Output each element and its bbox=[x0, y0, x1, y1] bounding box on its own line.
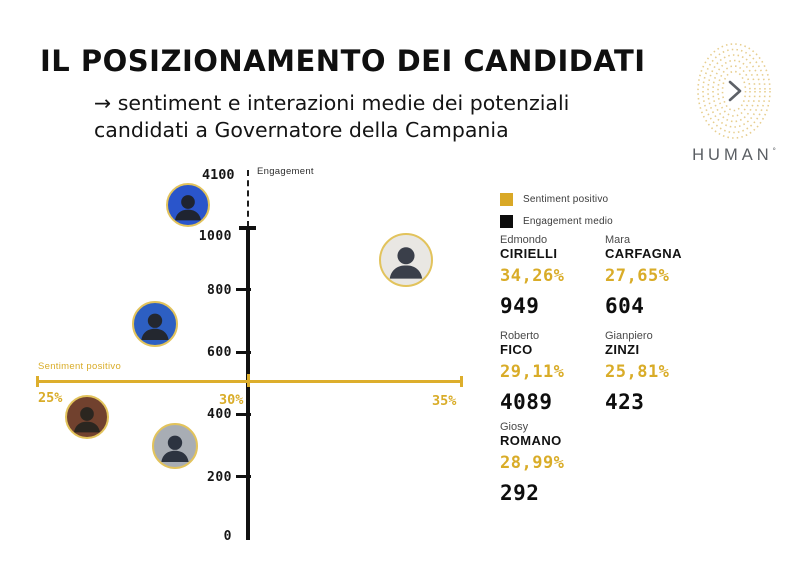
candidate-sentiment: 25,81% bbox=[605, 362, 670, 382]
y-tick-label-1000: 1000 bbox=[198, 229, 232, 244]
stat-card-carfagna: Mara CARFAGNA 27,65% 604 bbox=[605, 234, 705, 318]
candidate-last-name: ZINZI bbox=[605, 342, 640, 357]
x-tick-30 bbox=[247, 374, 250, 387]
candidate-last-name: CIRIELLI bbox=[500, 246, 558, 261]
y-tick-label-800: 800 bbox=[207, 283, 232, 298]
brand-name: HUMAN° bbox=[692, 146, 776, 164]
fingerprint-logo-icon bbox=[684, 42, 784, 144]
candidate-last-name: ROMANO bbox=[500, 433, 562, 448]
candidate-sentiment: 27,65% bbox=[605, 266, 670, 286]
engagement-swatch-icon bbox=[500, 215, 513, 228]
candidate-last-name: FICO bbox=[500, 342, 533, 357]
candidate-first-name: Mara bbox=[605, 234, 631, 246]
stat-card-fico: Roberto FICO 29,11% 4089 bbox=[500, 330, 600, 414]
y-tick-label-0: 0 bbox=[223, 529, 232, 544]
person-silhouette-icon bbox=[161, 435, 189, 462]
x-axis-line bbox=[37, 380, 463, 383]
candidate-first-name: Gianpiero bbox=[605, 330, 653, 342]
person-silhouette-icon bbox=[74, 407, 100, 433]
y-tick-label-400: 400 bbox=[207, 407, 232, 422]
candidate-sentiment: 34,26% bbox=[500, 266, 565, 286]
candidate-sentiment: 29,11% bbox=[500, 362, 565, 382]
avatar-giosy-romano bbox=[152, 423, 198, 469]
avatar-gianpiero-zinzi bbox=[65, 395, 109, 439]
sentiment-swatch-icon bbox=[500, 193, 513, 206]
page-title: IL POSIZIONAMENTO DEI CANDIDATI bbox=[40, 44, 646, 78]
candidate-engagement: 292 bbox=[500, 481, 540, 505]
x-tick-label-25: 25% bbox=[38, 390, 63, 406]
stat-card-cirielli: Edmondo CIRIELLI 34,26% 949 bbox=[500, 234, 600, 318]
stat-card-romano: Giosy ROMANO 28,99% 292 bbox=[500, 421, 600, 505]
human-logo: HUMAN° bbox=[684, 42, 784, 165]
y-tick-400 bbox=[236, 413, 251, 416]
candidate-last-name: CARFAGNA bbox=[605, 246, 682, 261]
person-silhouette-icon bbox=[175, 195, 201, 221]
page-subtitle: → sentiment e interazioni medie dei pote… bbox=[94, 91, 570, 143]
y-axis-break-label: 4100 bbox=[202, 167, 235, 183]
x-tick-label-35: 35% bbox=[432, 393, 457, 409]
avatar-roberto-fico bbox=[166, 183, 210, 227]
y-axis-top-cap bbox=[239, 226, 256, 230]
legend-label: Engagement medio bbox=[523, 216, 613, 227]
x-tick-35 bbox=[460, 376, 463, 387]
legend-item-sentiment: Sentiment positivo bbox=[500, 193, 613, 206]
y-tick-600 bbox=[236, 351, 251, 354]
legend-item-engagement: Engagement medio bbox=[500, 215, 613, 228]
stat-card-zinzi: Gianpiero ZINZI 25,81% 423 bbox=[605, 330, 705, 414]
x-axis-title: Sentiment positivo bbox=[38, 361, 122, 372]
person-silhouette-icon bbox=[141, 313, 169, 340]
candidate-sentiment: 28,99% bbox=[500, 453, 565, 473]
y-axis-break-dashed-line bbox=[247, 170, 249, 227]
candidate-first-name: Giosy bbox=[500, 421, 529, 433]
y-tick-200 bbox=[236, 475, 251, 478]
y-tick-label-600: 600 bbox=[207, 345, 232, 360]
candidate-engagement: 949 bbox=[500, 294, 540, 318]
candidate-engagement: 4089 bbox=[500, 390, 553, 414]
candidate-first-name: Edmondo bbox=[500, 234, 548, 246]
candidate-engagement: 604 bbox=[605, 294, 645, 318]
person-silhouette-icon bbox=[389, 247, 423, 279]
y-tick-label-200: 200 bbox=[207, 470, 232, 485]
x-tick-25 bbox=[36, 376, 39, 387]
x-tick-label-30: 30% bbox=[219, 392, 244, 408]
avatar-edmondo-cirielli bbox=[379, 233, 433, 287]
legend: Sentiment positivo Engagement medio bbox=[500, 193, 613, 237]
legend-label: Sentiment positivo bbox=[523, 194, 609, 205]
candidate-engagement: 423 bbox=[605, 390, 645, 414]
avatar-mara-carfagna bbox=[132, 301, 178, 347]
candidate-first-name: Roberto bbox=[500, 330, 540, 342]
y-tick-800 bbox=[236, 288, 251, 291]
y-axis-title: Engagement bbox=[257, 166, 314, 177]
